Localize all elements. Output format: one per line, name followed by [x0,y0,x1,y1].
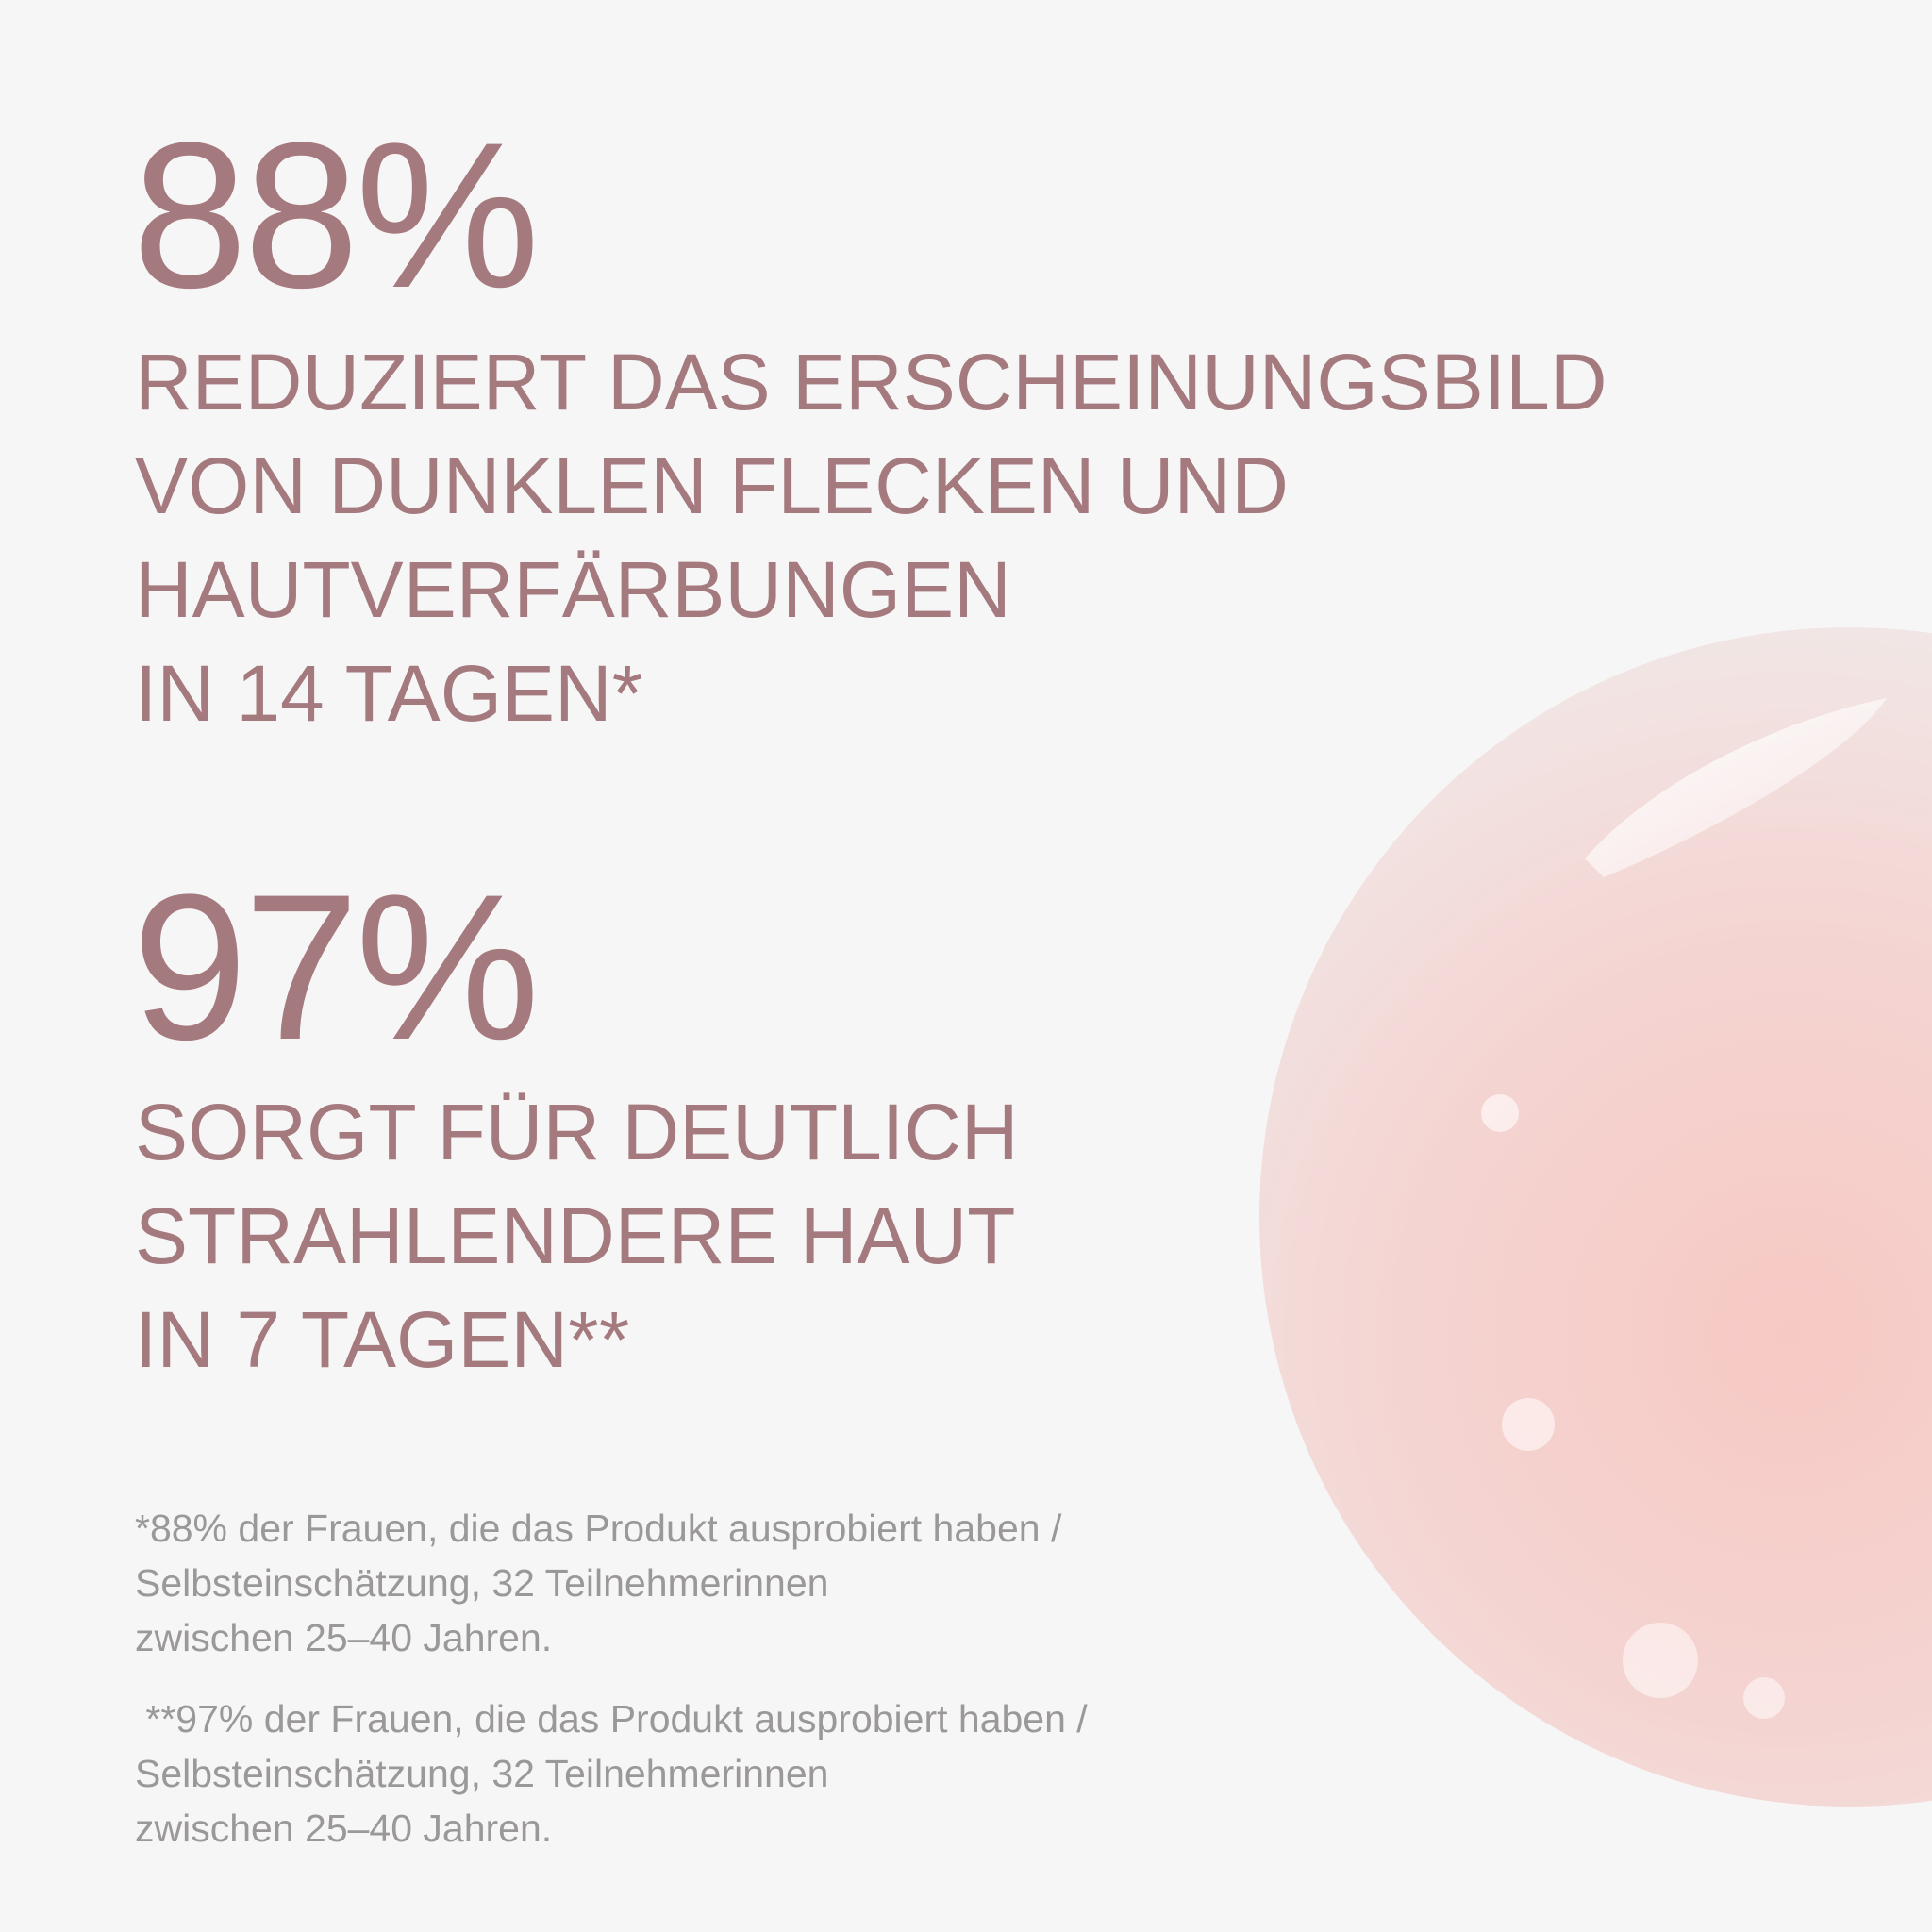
footnote: *88% der Frauen, die das Produkt ausprob… [135,1507,1062,1550]
stat-figure: 97% [132,851,540,1083]
stat-figure: 88% [132,99,540,331]
stat-text: SORGT FÜR DEUTLICH [135,1088,1019,1176]
footnote: **97% der Frauen, die das Produkt auspro… [135,1697,1088,1740]
footnote: Selbsteinschätzung, 32 Teilnehmerinnen [135,1752,829,1795]
stat-text: VON DUNKLEN FLECKEN UND [135,441,1289,530]
stat-text: REDUZIERT DAS ERSCHEINUNGSBILD [135,338,1607,426]
stat-text: IN 7 TAGEN** [135,1295,630,1384]
stat-text: STRAHLENDERE HAUT [135,1191,1016,1280]
footnote: zwischen 25–40 Jahren. [135,1616,553,1659]
stat-text: HAUTVERFÄRBUNGEN [135,545,1011,634]
footnote: Selbsteinschätzung, 32 Teilnehmerinnen [135,1561,829,1605]
stat-text: IN 14 TAGEN* [135,649,643,738]
footnote: zwischen 25–40 Jahren. [135,1807,553,1850]
